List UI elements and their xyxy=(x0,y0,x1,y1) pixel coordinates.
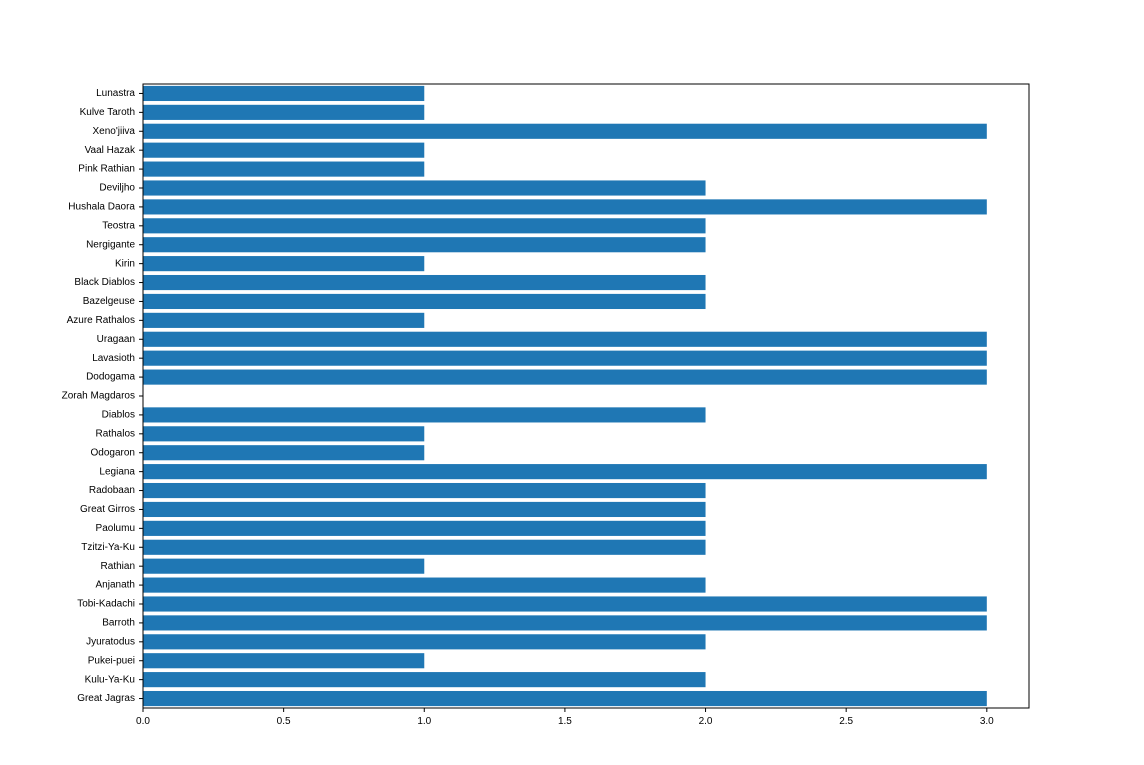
y-tick-label: Anjanath xyxy=(96,580,135,591)
bar xyxy=(143,596,987,611)
y-tick-label: Paolumu xyxy=(96,523,135,534)
bar xyxy=(143,445,424,460)
bar xyxy=(143,180,706,195)
bar xyxy=(143,483,706,498)
bar xyxy=(143,143,424,158)
plot-frame xyxy=(143,84,1029,708)
x-tick-label: 1.5 xyxy=(558,716,572,727)
y-tick-label: Odogaron xyxy=(91,447,135,458)
y-tick-label: Pink Rathian xyxy=(78,164,135,175)
y-tick-label: Rathalos xyxy=(96,428,135,439)
bar xyxy=(143,502,706,517)
y-tick-label: Great Jagras xyxy=(77,693,135,704)
x-tick-label: 3.0 xyxy=(980,716,994,727)
y-tick-label: Barroth xyxy=(102,618,135,629)
bar xyxy=(143,105,424,120)
x-tick-label: 0.0 xyxy=(136,716,150,727)
y-tick-label: Vaal Hazak xyxy=(85,145,136,156)
y-tick-label: Lavasioth xyxy=(92,353,135,364)
chart-stage: 0.0 0.5 1.0 1.5 2.0 2.5 3.0 Great Jagras Kulu-Ya… xyxy=(0,0,1144,765)
bar xyxy=(143,294,706,309)
bar xyxy=(143,426,424,441)
y-tick-label: Pukei-puei xyxy=(88,655,135,666)
y-tick-label: Zorah Magdaros xyxy=(62,391,135,402)
y-tick-label: Black Diablos xyxy=(74,277,135,288)
y-tick-label: Dodogama xyxy=(86,372,135,383)
bar xyxy=(143,351,987,366)
bar xyxy=(143,672,706,687)
bar xyxy=(143,559,424,574)
y-tick-label: Tzitzi-Ya-Ku xyxy=(81,542,135,553)
bar xyxy=(143,370,987,385)
y-tick-label: Great Girros xyxy=(80,504,135,515)
y-tick-label: Tobi-Kadachi xyxy=(77,599,135,610)
y-tick-label: Nergigante xyxy=(86,239,135,250)
y-tick-label: Radobaan xyxy=(89,485,135,496)
bar xyxy=(143,237,706,252)
bar xyxy=(143,521,706,536)
x-tick-label: 1.0 xyxy=(417,716,431,727)
bar xyxy=(143,407,706,422)
bar xyxy=(143,124,987,139)
bar xyxy=(143,615,987,630)
bar xyxy=(143,218,706,233)
y-tick-label: Bazelgeuse xyxy=(83,296,136,307)
barh-chart: 0.0 0.5 1.0 1.5 2.0 2.5 3.0 Great Jagras Kulu-Ya… xyxy=(0,0,1144,765)
y-axis: Great Jagras Kulu-Ya-Ku Pukei-puei Jyuratod… xyxy=(62,88,143,704)
y-tick-label: Lunastra xyxy=(96,88,135,99)
bar xyxy=(143,653,424,668)
y-tick-label: Diablos xyxy=(102,410,135,421)
y-tick-label: Kulu-Ya-Ku xyxy=(85,674,135,685)
y-tick-label: Xeno'jiiva xyxy=(93,126,136,137)
x-tick-label: 0.5 xyxy=(277,716,291,727)
y-tick-label: Uragaan xyxy=(97,334,135,345)
bar xyxy=(143,313,424,328)
y-tick-label: Kulve Taroth xyxy=(80,107,135,118)
y-tick-label: Kirin xyxy=(115,258,135,269)
y-tick-label: Hushala Daora xyxy=(68,202,135,213)
bar xyxy=(143,634,706,649)
x-tick-label: 2.5 xyxy=(839,716,853,727)
bar xyxy=(143,199,987,214)
y-tick-label: Legiana xyxy=(99,466,135,477)
bar xyxy=(143,86,424,101)
y-tick-label: Azure Rathalos xyxy=(67,315,135,326)
bar xyxy=(143,332,987,347)
bar xyxy=(143,691,987,706)
y-tick-label: Teostra xyxy=(102,220,135,231)
y-tick-label: Jyuratodus xyxy=(86,636,135,647)
bar xyxy=(143,162,424,177)
y-tick-label: Deviljho xyxy=(99,183,135,194)
bar xyxy=(143,275,706,290)
x-axis: 0.0 0.5 1.0 1.5 2.0 2.5 3.0 xyxy=(136,708,994,727)
bar xyxy=(143,464,987,479)
bar xyxy=(143,578,706,593)
y-tick-label: Rathian xyxy=(101,561,135,572)
bar xyxy=(143,256,424,271)
x-tick-label: 2.0 xyxy=(699,716,713,727)
bar xyxy=(143,540,706,555)
